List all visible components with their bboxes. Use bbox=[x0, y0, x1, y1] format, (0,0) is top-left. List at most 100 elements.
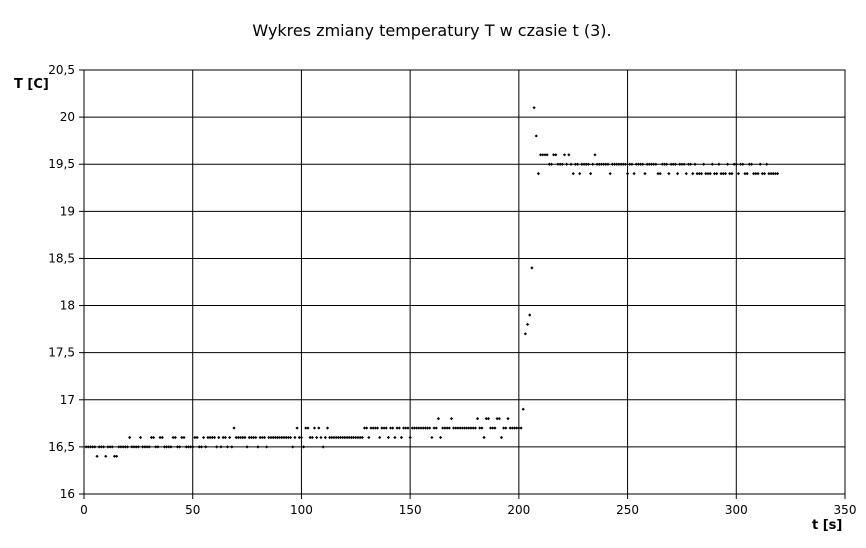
data-point bbox=[399, 435, 404, 440]
data-point bbox=[110, 445, 114, 449]
data-point bbox=[706, 172, 710, 176]
data-point bbox=[734, 162, 738, 166]
data-point bbox=[282, 435, 286, 440]
data-point bbox=[567, 153, 571, 157]
data-point bbox=[325, 426, 330, 430]
data-point bbox=[245, 445, 249, 449]
data-point bbox=[238, 435, 243, 440]
data-point bbox=[565, 162, 569, 166]
data-point bbox=[699, 172, 704, 176]
x-tick-label: 150 bbox=[399, 503, 422, 517]
data-point bbox=[438, 435, 443, 440]
data-point bbox=[93, 445, 97, 449]
data-point bbox=[315, 435, 319, 440]
data-point bbox=[358, 435, 362, 440]
data-point bbox=[271, 435, 275, 440]
data-point bbox=[130, 445, 134, 449]
data-point bbox=[175, 445, 180, 449]
plot-frame bbox=[83, 69, 846, 495]
data-point bbox=[421, 426, 425, 430]
data-point bbox=[602, 162, 606, 166]
data-point bbox=[117, 445, 121, 449]
data-point bbox=[332, 435, 336, 440]
data-point bbox=[669, 162, 673, 166]
data-point bbox=[512, 426, 517, 430]
data-point bbox=[99, 445, 103, 449]
data-point bbox=[628, 162, 632, 166]
data-point bbox=[649, 162, 654, 166]
data-point bbox=[769, 172, 773, 176]
data-point bbox=[441, 426, 445, 430]
data-point bbox=[571, 172, 575, 176]
data-point bbox=[460, 426, 464, 430]
data-point bbox=[725, 162, 730, 166]
data-point bbox=[575, 162, 580, 166]
data-point bbox=[321, 445, 325, 449]
y-tick-label: 17 bbox=[60, 393, 75, 407]
data-point bbox=[634, 162, 638, 166]
data-point bbox=[447, 426, 451, 430]
data-point bbox=[610, 162, 614, 166]
data-point bbox=[560, 162, 564, 166]
data-point bbox=[341, 435, 345, 440]
data-point bbox=[660, 162, 664, 166]
data-point bbox=[617, 162, 621, 166]
data-point bbox=[480, 426, 484, 430]
data-point bbox=[206, 435, 210, 440]
data-point bbox=[686, 162, 691, 166]
data-point bbox=[375, 426, 380, 430]
data-point bbox=[217, 435, 221, 440]
data-point bbox=[625, 172, 630, 176]
data-point bbox=[558, 162, 562, 166]
data-point bbox=[121, 445, 125, 449]
data-point bbox=[132, 445, 136, 449]
data-point bbox=[384, 426, 388, 430]
data-point bbox=[193, 435, 197, 440]
data-point bbox=[393, 435, 397, 440]
data-point bbox=[86, 445, 90, 449]
data-point bbox=[467, 426, 471, 430]
data-point bbox=[378, 435, 382, 440]
data-point bbox=[604, 162, 608, 166]
data-point bbox=[745, 172, 749, 176]
x-tick-label: 250 bbox=[616, 503, 639, 517]
data-point bbox=[143, 445, 147, 449]
data-point bbox=[452, 426, 456, 430]
data-point bbox=[597, 162, 601, 166]
data-point bbox=[445, 426, 449, 430]
data-point bbox=[299, 435, 304, 440]
data-point bbox=[704, 172, 708, 176]
x-tick-label: 300 bbox=[725, 503, 748, 517]
data-point bbox=[465, 426, 469, 430]
y-tick-label: 20,5 bbox=[48, 63, 75, 77]
data-point bbox=[432, 426, 436, 430]
data-point bbox=[462, 426, 467, 430]
data-point bbox=[504, 426, 508, 430]
data-point bbox=[291, 445, 295, 449]
data-point bbox=[471, 426, 475, 430]
data-point bbox=[612, 162, 617, 166]
data-point bbox=[347, 435, 351, 440]
data-point bbox=[182, 435, 186, 440]
data-point bbox=[484, 417, 488, 421]
y-tick-label: 18,5 bbox=[48, 251, 75, 265]
data-point bbox=[528, 313, 532, 317]
data-point bbox=[536, 172, 541, 176]
data-point bbox=[658, 172, 662, 176]
data-point bbox=[191, 445, 195, 449]
x-tick-label: 0 bbox=[80, 503, 88, 517]
data-point bbox=[278, 435, 282, 440]
data-point bbox=[180, 435, 184, 440]
data-point bbox=[578, 172, 582, 176]
data-point bbox=[591, 162, 595, 166]
data-point bbox=[308, 435, 312, 440]
data-point bbox=[151, 435, 156, 440]
data-point bbox=[247, 435, 251, 440]
data-point bbox=[91, 445, 95, 449]
data-point bbox=[425, 426, 430, 430]
data-point bbox=[721, 172, 725, 176]
data-point bbox=[395, 426, 399, 430]
data-point bbox=[656, 172, 660, 176]
data-point bbox=[280, 435, 284, 440]
data-point bbox=[767, 172, 771, 176]
